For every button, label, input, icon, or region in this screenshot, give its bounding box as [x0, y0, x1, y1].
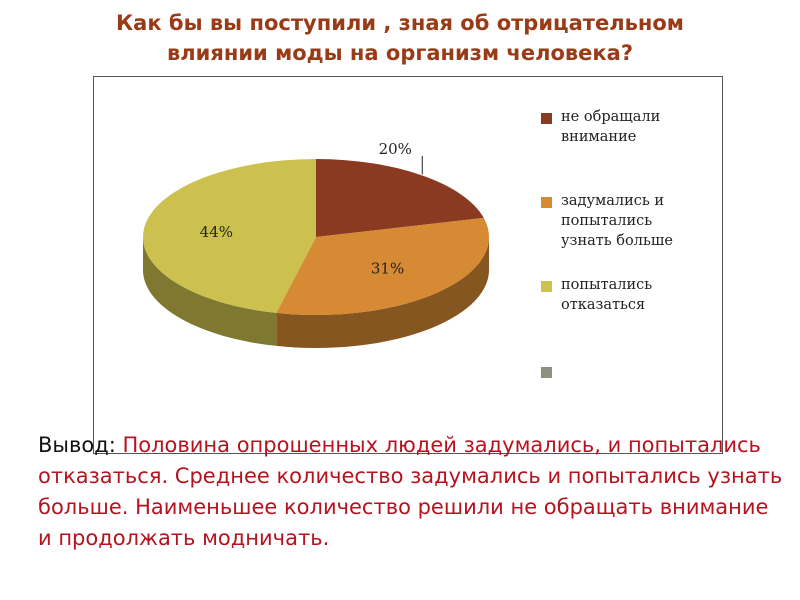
legend-label-line: внимание [561, 129, 637, 145]
title-line-1: Как бы вы поступили , зная об отрицатель… [116, 11, 684, 35]
pie-chart: 20% 31% 44% [142, 140, 489, 348]
legend-swatch [541, 367, 552, 378]
legend-label-line: попытались [561, 277, 653, 293]
pie-side-wall [143, 237, 277, 346]
pie-side-wall [276, 237, 489, 348]
conclusion-body: Половина опрошенных людей задумались, и … [38, 433, 783, 550]
conclusion-text: Вывод: Половина опрошенных людей задумал… [38, 430, 788, 554]
conclusion-lead: Вывод: [38, 433, 123, 457]
legend-label: не обращали внимание [561, 107, 721, 147]
pie-slice [142, 159, 316, 313]
legend-label-line: не обращали [561, 109, 661, 125]
pie-data-label: 31% [371, 260, 404, 278]
legend-swatch [541, 281, 552, 292]
pie-slice [316, 159, 484, 237]
legend-label-line: узнать больше [561, 233, 673, 249]
legend-label-line: отказаться [561, 297, 646, 313]
slide-title: Как бы вы поступили , зная об отрицатель… [0, 8, 800, 68]
pie-data-label: 44% [200, 223, 233, 241]
pie-data-label: 20% [379, 140, 412, 158]
legend-label-line: задумались и [561, 193, 665, 209]
legend-swatch [541, 197, 552, 208]
legend-label: попытались отказаться [561, 275, 721, 315]
legend-label-line: попытались [561, 213, 653, 229]
legend-swatch [541, 113, 552, 124]
pie-slice [276, 217, 489, 315]
title-line-2: влиянии моды на организм человека? [166, 41, 634, 65]
chart-frame: 20% 31% 44% не обращали внимание задумались … [93, 76, 723, 454]
legend-label: задумались и попытались узнать больше [561, 191, 721, 251]
